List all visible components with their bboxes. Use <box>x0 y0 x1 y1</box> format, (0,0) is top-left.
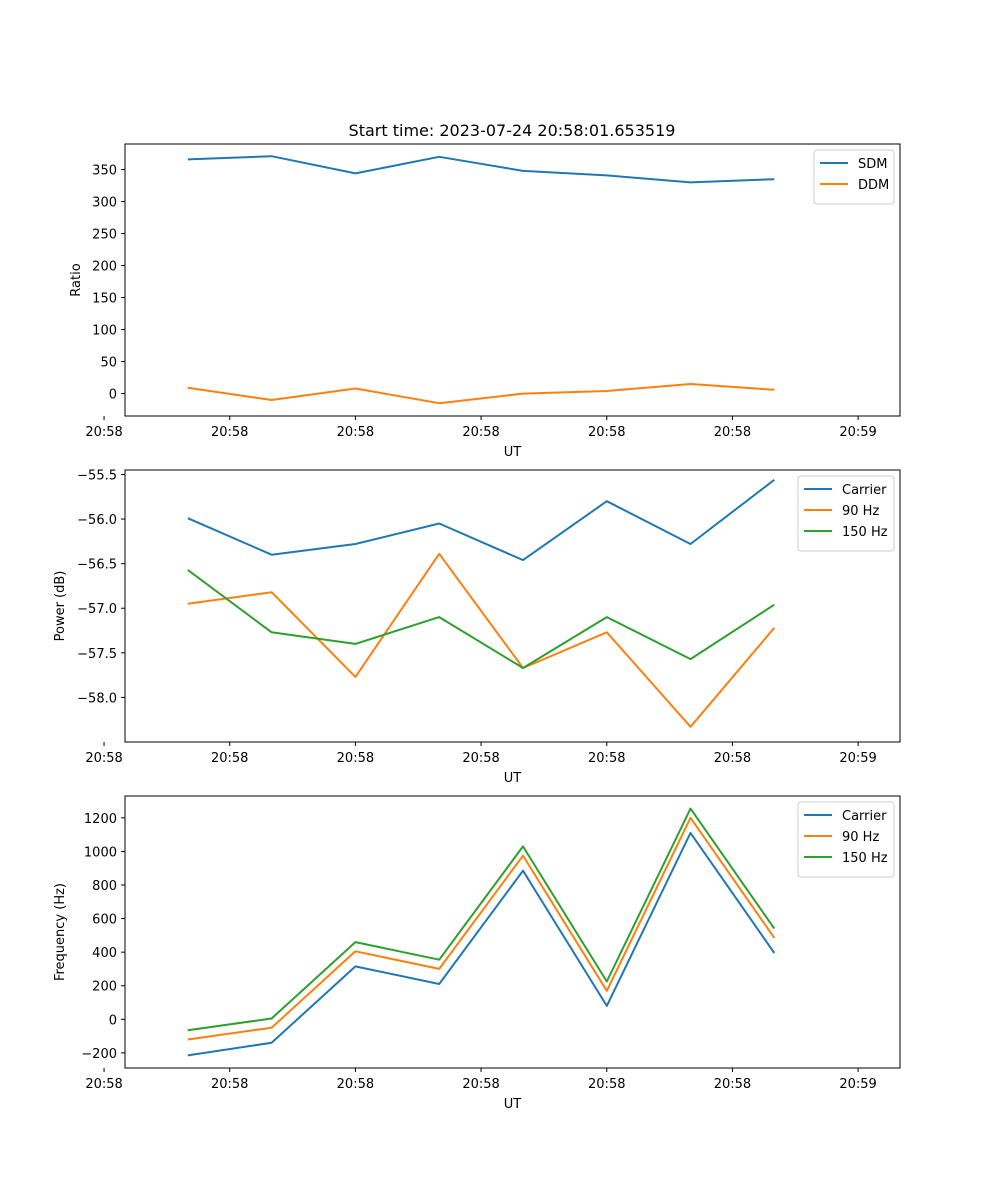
y-tick-label: 250 <box>92 228 117 243</box>
series-line-90-hz <box>187 816 776 1041</box>
y-tick-label: 150 <box>92 292 117 307</box>
y-tick-label: −200 <box>81 1047 117 1062</box>
y-axis-label: Ratio <box>69 263 84 296</box>
x-tick-label: 20:58 <box>462 425 499 440</box>
series-line-carrier <box>187 479 775 562</box>
x-tick-label: 20:58 <box>211 751 248 766</box>
y-tick-label: −57.5 <box>77 647 117 662</box>
axes-frame <box>124 469 901 743</box>
y-tick-label: 200 <box>92 260 117 275</box>
y-tick-label: 400 <box>92 946 117 961</box>
y-tick-label: 350 <box>92 164 117 179</box>
axes-frame <box>124 795 901 1069</box>
x-tick-label: 20:58 <box>462 751 499 766</box>
y-tick-label: −58.0 <box>77 691 117 706</box>
x-tick-label: 20:58 <box>211 1077 248 1092</box>
x-axis-label: UT <box>504 1097 522 1112</box>
y-axis-label: Power (dB) <box>53 571 68 642</box>
y-tick-label: 100 <box>92 324 117 339</box>
legend: Carrier 90 Hz 150 Hz <box>797 801 895 878</box>
y-tick-label: 300 <box>92 196 117 211</box>
legend-label: Carrier <box>842 809 887 824</box>
x-tick-label: 20:58 <box>337 425 374 440</box>
x-tick-label: 20:58 <box>85 425 122 440</box>
x-tick-label: 20:58 <box>588 751 625 766</box>
subplots: 20:58 20:58 20:58 20:58 20:58 20:58 20:59 0 50 10… <box>53 143 901 1112</box>
y-tick-label: 0 <box>109 1013 117 1028</box>
legend-label: SDM <box>858 157 887 172</box>
x-tick-label: 20:58 <box>337 751 374 766</box>
x-axis-label: UT <box>504 445 522 460</box>
y-tick-label: 1000 <box>84 845 117 860</box>
legend-label: Carrier <box>842 483 887 498</box>
series-line-150-hz <box>187 807 776 1032</box>
y-tick-label: 50 <box>100 356 117 371</box>
legend-label: 90 Hz <box>842 504 879 519</box>
series-line-carrier <box>187 831 776 1057</box>
y-tick-label: −56.5 <box>77 558 117 573</box>
y-tick-label: 0 <box>109 388 117 403</box>
x-tick-label: 20:58 <box>85 1077 122 1092</box>
x-tick-label: 20:59 <box>839 1077 876 1092</box>
x-tick-label: 20:58 <box>462 1077 499 1092</box>
subplot-2: 20:58 20:58 20:58 20:58 20:58 20:58 20:59 −58.0… <box>53 468 901 786</box>
x-tick-label: 20:58 <box>85 751 122 766</box>
y-tick-label: −56.0 <box>77 513 117 528</box>
x-tick-label: 20:58 <box>714 1077 751 1092</box>
series-line-150-hz <box>187 569 775 669</box>
subplot-1: 20:58 20:58 20:58 20:58 20:58 20:58 20:59 0 50 10… <box>69 143 901 460</box>
legend-label: 150 Hz <box>842 525 888 540</box>
legend-frame <box>797 801 895 878</box>
legend-label: 150 Hz <box>842 851 888 866</box>
figure-title: Start time: 2023-07-24 20:58:01.653519 <box>349 121 676 140</box>
x-tick-label: 20:59 <box>839 425 876 440</box>
subplot-3: 20:58 20:58 20:58 20:58 20:58 20:58 20:59 −200 0… <box>53 795 901 1112</box>
x-tick-label: 20:58 <box>337 1077 374 1092</box>
legend: Carrier 90 Hz 150 Hz <box>797 475 895 552</box>
y-tick-label: −55.5 <box>77 468 117 483</box>
y-tick-label: 800 <box>92 879 117 894</box>
series-line-sdm <box>187 155 775 184</box>
legend-frame <box>797 475 895 552</box>
x-tick-label: 20:58 <box>714 751 751 766</box>
x-tick-label: 20:58 <box>211 425 248 440</box>
y-axis-label: Frequency (Hz) <box>53 883 68 981</box>
x-tick-label: 20:58 <box>714 425 751 440</box>
legend: SDM DDM <box>813 149 895 205</box>
axes-frame <box>124 143 901 417</box>
x-tick-label: 20:59 <box>839 751 876 766</box>
y-tick-label: −57.0 <box>77 602 117 617</box>
y-tick-label: 600 <box>92 913 117 928</box>
x-tick-label: 20:58 <box>588 425 625 440</box>
series-line-90-hz <box>187 552 776 728</box>
legend-label: 90 Hz <box>842 830 879 845</box>
series-line-ddm <box>187 383 775 405</box>
y-tick-label: 200 <box>92 980 117 995</box>
x-axis-label: UT <box>504 771 522 786</box>
y-tick-label: 1200 <box>84 812 117 827</box>
legend-label: DDM <box>858 178 889 193</box>
x-tick-label: 20:58 <box>588 1077 625 1092</box>
